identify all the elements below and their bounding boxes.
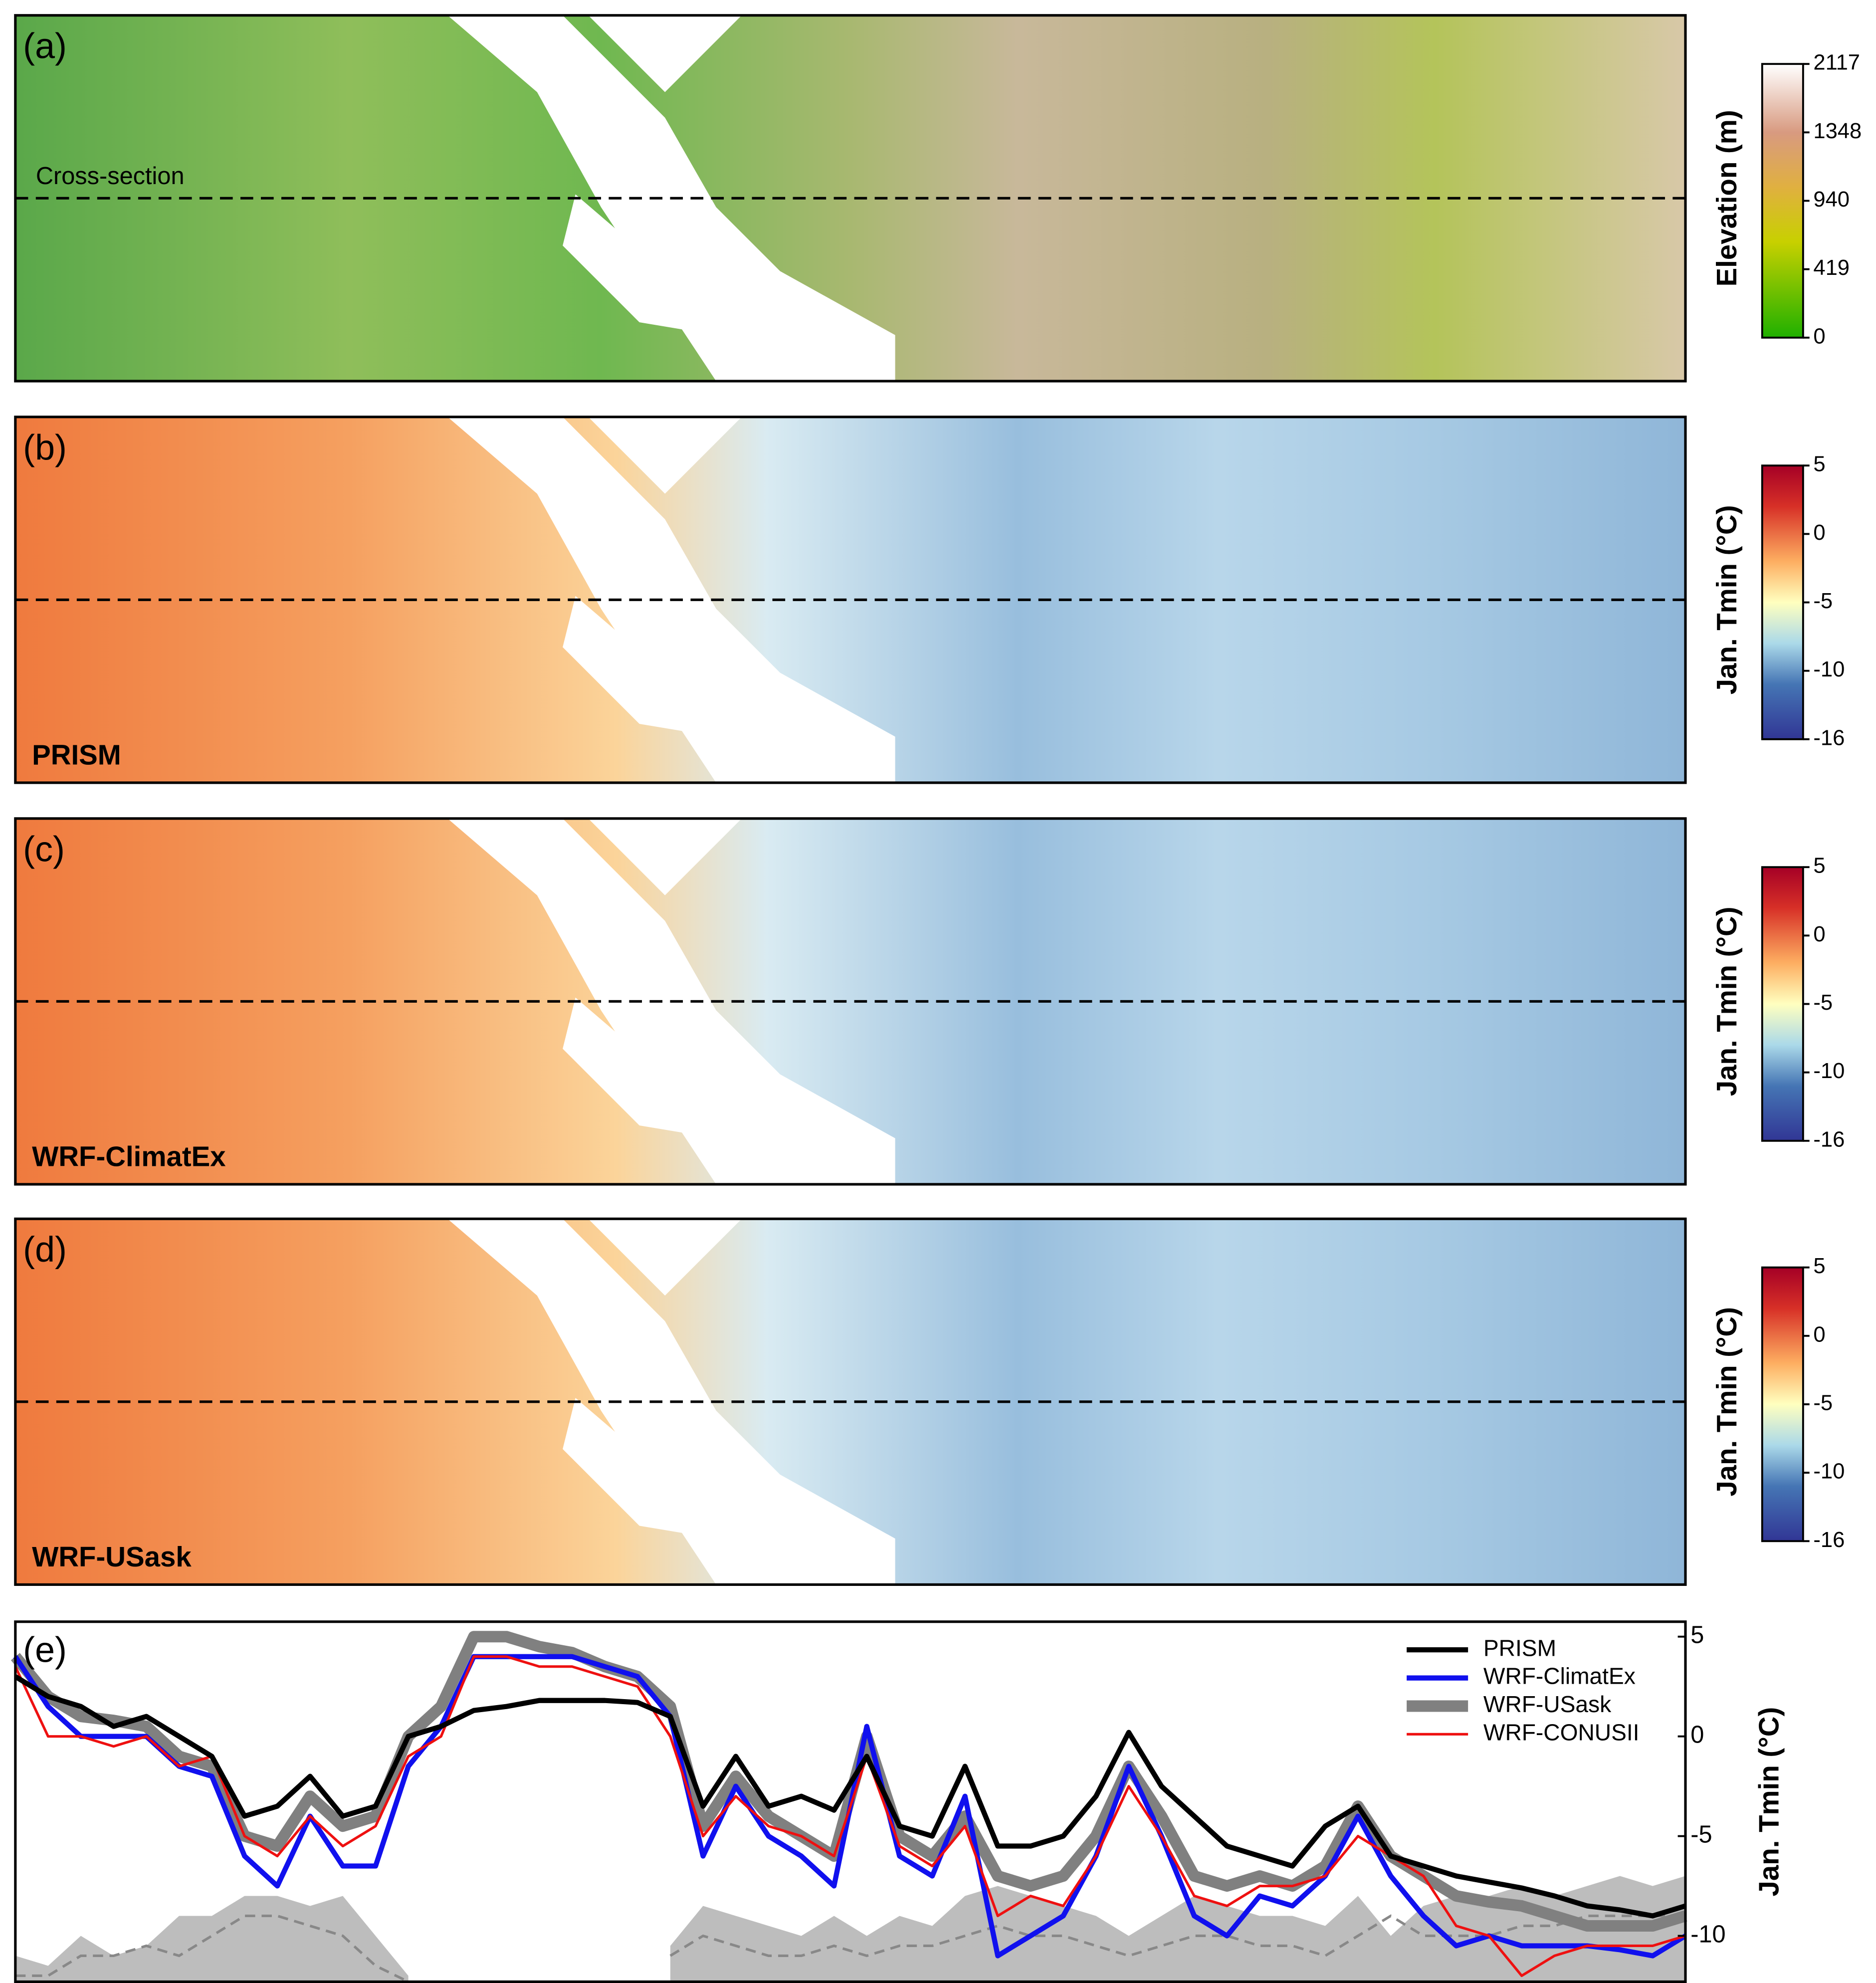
water <box>563 1398 716 1539</box>
colorbar <box>1761 866 1804 1142</box>
colorbar-tick-label: 1348 <box>1813 119 1862 143</box>
colorbar-title: Jan. Tmin (°C) <box>1711 1307 1742 1497</box>
colorbar-tick-label: 5 <box>1813 452 1825 476</box>
colorbar-tick-label: 5 <box>1813 854 1825 878</box>
colorbar-tick-label: 0 <box>1813 922 1825 946</box>
colorbar-tick-label: -16 <box>1813 726 1845 750</box>
colorbar-tick-label: -10 <box>1813 1460 1845 1484</box>
panel-name: WRF-ClimatEx <box>32 1141 225 1172</box>
y-tick-label: -10 <box>1690 1921 1725 1948</box>
water <box>563 194 716 335</box>
annotation: Cross-section <box>36 163 185 190</box>
colorbar <box>1761 1266 1804 1542</box>
colorbar-tick-label: 0 <box>1813 521 1825 545</box>
plot-border <box>14 1620 1687 1983</box>
colorbar-title: Elevation (m) <box>1711 110 1742 286</box>
legend-label: PRISM <box>1483 1635 1556 1661</box>
dashed-profile <box>669 1914 1685 1958</box>
panel-name: PRISM <box>32 739 121 771</box>
y-tick-label: 0 <box>1690 1722 1704 1749</box>
elevation-profile <box>670 1876 1685 1982</box>
water <box>563 997 716 1138</box>
legend-label: WRF-ClimatEx <box>1483 1663 1636 1689</box>
y-tick-label: -5 <box>1690 1821 1712 1848</box>
colorbar <box>1761 464 1804 740</box>
colorbar-tick-label: -5 <box>1813 1391 1833 1415</box>
colorbar-tick-label: -16 <box>1813 1528 1845 1552</box>
colorbar-tick-label: 419 <box>1813 256 1850 280</box>
colorbar-tick-label: -10 <box>1813 1059 1845 1083</box>
colorbar-tick-label: 0 <box>1813 324 1825 348</box>
legend-label: WRF-CONUSII <box>1483 1720 1640 1746</box>
legend-label: WRF-USask <box>1483 1691 1612 1717</box>
y-axis-label: Jan. Tmin (°C) <box>1753 1707 1785 1897</box>
colorbar-tick-label: 2117 <box>1813 51 1860 75</box>
colorbar <box>1761 63 1804 339</box>
series-line <box>14 1674 1686 1919</box>
panel-label: (e) <box>23 1630 67 1670</box>
dashed-profile <box>15 1914 409 1983</box>
colorbar-tick-label: -16 <box>1813 1127 1845 1151</box>
series-line <box>14 1655 1686 1978</box>
water <box>563 596 716 737</box>
colorbar-tick-label: 0 <box>1813 1322 1825 1346</box>
colorbar-tick-label: -5 <box>1813 991 1833 1015</box>
panel-label: (a) <box>23 26 67 66</box>
colorbar-title: Jan. Tmin (°C) <box>1711 907 1742 1097</box>
panel-name: WRF-USask <box>32 1541 192 1572</box>
colorbar-tick-label: 5 <box>1813 1254 1825 1278</box>
colorbar-tick-label: -10 <box>1813 658 1845 681</box>
colorbar-tick-label: 940 <box>1813 188 1850 212</box>
y-tick-label: 5 <box>1690 1622 1704 1649</box>
colorbar-tick-label: -5 <box>1813 589 1833 613</box>
panel-label: (b) <box>23 428 67 467</box>
panel-label: (d) <box>23 1230 67 1270</box>
colorbar-title: Jan. Tmin (°C) <box>1711 505 1742 695</box>
elevation-profile <box>15 1896 409 1982</box>
panel-label: (c) <box>23 829 65 869</box>
